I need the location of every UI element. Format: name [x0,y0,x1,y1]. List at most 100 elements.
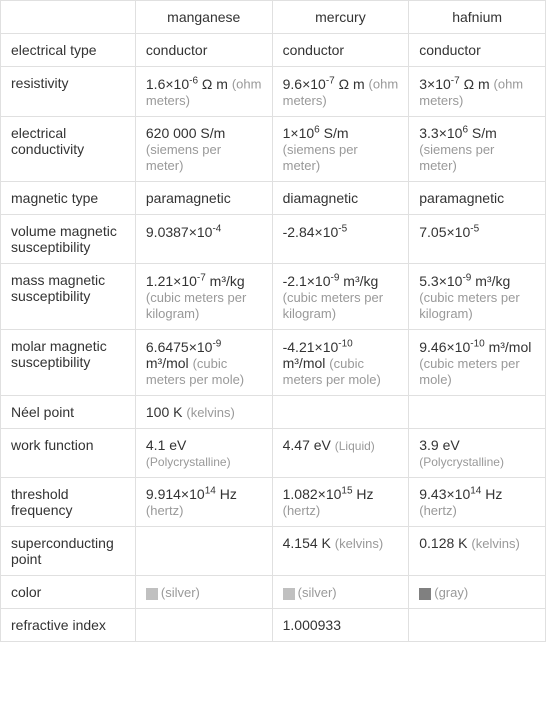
unit-label: (siemens per meter) [146,142,221,173]
data-cell: 9.914×1014 Hz (hertz) [135,477,272,527]
data-cell: (silver) [135,576,272,609]
cell-value: conductor [419,42,480,58]
data-cell: 4.47 eV (Liquid) [272,428,409,477]
row-label: resistivity [1,67,136,117]
header-empty [1,1,136,34]
unit-label: (siemens per meter) [419,142,494,173]
cell-value: conductor [146,42,207,58]
row-label: threshold frequency [1,477,136,527]
exponent: -9 [462,272,471,283]
cell-value: 5.3×10-9 m³/kg [419,273,510,289]
table-row: Néel point100 K (kelvins) [1,395,546,428]
unit-label: (kelvins) [186,405,234,420]
table-row: electrical type conductor conductor conduct… [1,34,546,67]
data-cell: 1.6×10-6 Ω m (ohm meters) [135,67,272,117]
unit-label: (cubic meters per kilogram) [146,290,246,321]
row-label: Néel point [1,395,136,428]
cell-value: 1.6×10-6 Ω m [146,76,228,92]
row-label: superconducting point [1,527,136,576]
data-cell: -2.84×10-5 [272,215,409,264]
data-cell: 9.6×10-7 Ω m (ohm meters) [272,67,409,117]
exponent: -5 [470,223,479,234]
header-manganese: manganese [135,1,272,34]
unit-label: (hertz) [419,503,457,518]
exponent: -10 [338,338,352,349]
cell-value: paramagnetic [146,190,231,206]
table-row: volume magnetic susceptibility 9.0387×10-… [1,215,546,264]
row-label: volume magnetic susceptibility [1,215,136,264]
table-row: magnetic type paramagnetic diamagnetic para… [1,182,546,215]
table-row: superconducting point4.154 K (kelvins)0.… [1,527,546,576]
qualifier-label: (Polycrystalline) [146,455,231,469]
row-label: magnetic type [1,182,136,215]
row-label: electrical conductivity [1,116,136,182]
cell-value: (silver) [161,585,200,600]
unit-label: (hertz) [146,503,184,518]
data-cell [409,395,546,428]
cell-value: diamagnetic [283,190,359,206]
cell-value: 1×106 S/m [283,125,349,141]
unit-label: (cubic meters per kilogram) [419,290,519,321]
data-cell: (silver) [272,576,409,609]
color-swatch-icon [283,588,295,600]
data-cell: conductor [272,34,409,67]
table-row: color (silver) (silver) (gray) [1,576,546,609]
data-cell: conductor [135,34,272,67]
cell-value: 3.3×106 S/m [419,125,497,141]
cell-value: 7.05×10-5 [419,224,479,240]
exponent: -9 [330,272,339,283]
exponent: 15 [341,486,352,497]
qualifier-label: (Polycrystalline) [419,455,504,469]
header-mercury: mercury [272,1,409,34]
cell-value: 9.0387×10-4 [146,224,221,240]
cell-value: 0.128 K [419,535,467,551]
table-row: electrical conductivity620 000 S/m (siem… [1,116,546,182]
data-cell: conductor [409,34,546,67]
exponent: -10 [470,338,484,349]
exponent: 6 [314,125,320,136]
data-cell: 7.05×10-5 [409,215,546,264]
data-cell: 0.128 K (kelvins) [409,527,546,576]
color-swatch-icon [419,588,431,600]
data-cell [409,609,546,642]
row-label: color [1,576,136,609]
data-cell: 3×10-7 Ω m (ohm meters) [409,67,546,117]
row-label: molar magnetic susceptibility [1,329,136,395]
data-cell: paramagnetic [135,182,272,215]
exponent: -7 [197,272,206,283]
cell-value: 4.1 eV [146,437,186,453]
data-cell: 9.43×1014 Hz (hertz) [409,477,546,527]
cell-value: (gray) [434,585,468,600]
data-cell: 1.000933 [272,609,409,642]
row-label: refractive index [1,609,136,642]
table-row: refractive index 1.000933 [1,609,546,642]
cell-value: 4.154 K [283,535,331,551]
unit-label: (cubic meters per mole) [419,356,519,387]
cell-value: 9.46×10-10 m³/mol [419,339,531,355]
exponent: -5 [338,223,347,234]
data-cell: 620 000 S/m (siemens per meter) [135,116,272,182]
exponent: -9 [212,338,221,349]
table-row: threshold frequency9.914×1014 Hz (hertz)… [1,477,546,527]
data-cell: 3.9 eV (Polycrystalline) [409,428,546,477]
data-cell: 1.082×1015 Hz (hertz) [272,477,409,527]
cell-value: -2.84×10-5 [283,224,348,240]
data-cell: 1×106 S/m (siemens per meter) [272,116,409,182]
cell-value: conductor [283,42,344,58]
data-cell: 9.0387×10-4 [135,215,272,264]
unit-label: (siemens per meter) [283,142,358,173]
cell-value: 9.43×1014 Hz [419,486,502,502]
cell-value: paramagnetic [419,190,504,206]
data-cell: 1.21×10-7 m³/kg (cubic meters per kilogr… [135,264,272,330]
row-label: electrical type [1,34,136,67]
exponent: -7 [451,75,460,86]
cell-value: 1.082×1015 Hz [283,486,374,502]
data-cell: 4.154 K (kelvins) [272,527,409,576]
exponent: 14 [470,486,481,497]
table-header-row: manganese mercury hafnium [1,1,546,34]
table-row: work function4.1 eV (Polycrystalline)4.4… [1,428,546,477]
cell-value: 1.21×10-7 m³/kg [146,273,245,289]
data-cell: (gray) [409,576,546,609]
data-cell: 9.46×10-10 m³/mol (cubic meters per mole… [409,329,546,395]
cell-value: 4.47 eV [283,437,331,453]
